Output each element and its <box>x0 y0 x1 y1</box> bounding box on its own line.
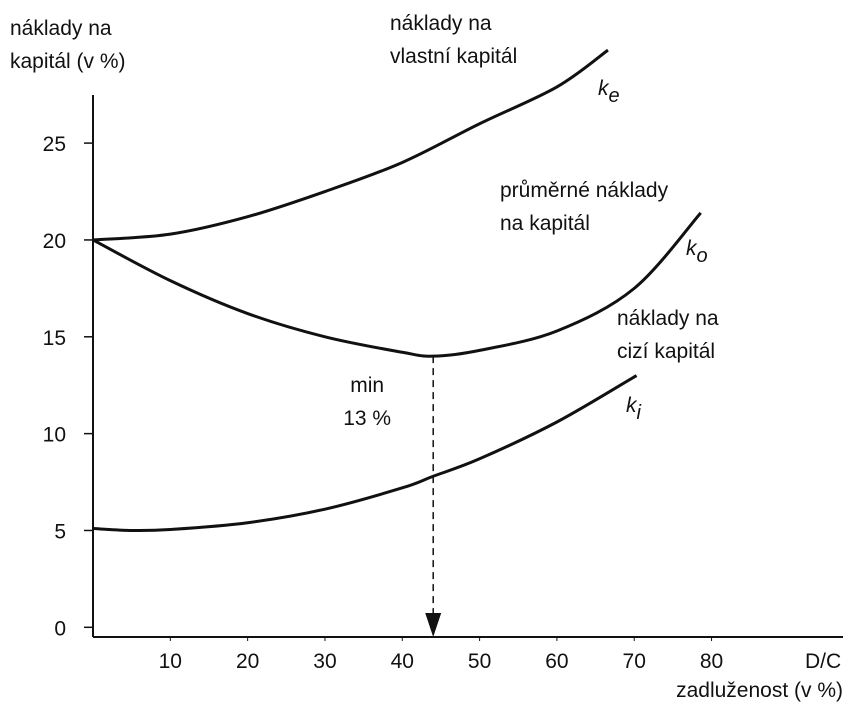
subscript: i <box>637 402 642 424</box>
curve <box>92 48 609 242</box>
subscript: e <box>609 85 620 107</box>
symbol: k <box>626 394 638 417</box>
series-symbol: ke <box>598 77 620 107</box>
symbol: k <box>686 237 698 260</box>
series-label: náklady na <box>617 307 719 330</box>
series-label: náklady na <box>390 12 492 35</box>
subscript: o <box>697 245 708 267</box>
y-tick-label: 5 <box>54 520 66 543</box>
arrow-head <box>425 613 442 637</box>
x-tick-label: 60 <box>545 650 568 673</box>
y-tick-label: 20 <box>43 230 66 253</box>
x-axis-label: zadluženost (v %) <box>676 679 843 702</box>
series-symbol: ko <box>686 237 708 267</box>
min-label: min <box>350 374 384 397</box>
x-tick-label: 10 <box>159 650 182 673</box>
x-tick-label: 70 <box>623 650 646 673</box>
series-label: průměrné náklady <box>500 179 669 202</box>
series-label: cizí kapitál <box>617 340 715 363</box>
series-symbol: ki <box>626 394 642 424</box>
series-label: vlastní kapitál <box>390 45 517 68</box>
y-axis-label: kapitál (v %) <box>10 50 126 73</box>
x-axis-unit: D/C <box>805 650 841 673</box>
x-tick-label: 50 <box>468 650 491 673</box>
curve <box>92 211 702 358</box>
symbol: k <box>598 77 610 100</box>
x-tick-label: 30 <box>313 650 336 673</box>
x-tick-label: 80 <box>700 650 723 673</box>
y-tick-label: 10 <box>43 424 66 447</box>
series-label: na kapitál <box>500 212 590 235</box>
y-tick-label: 25 <box>43 133 66 156</box>
min-label: 13 % <box>343 407 391 430</box>
y-axis-label: náklady na <box>10 17 112 40</box>
x-tick-label: 20 <box>236 650 259 673</box>
x-tick-label: 40 <box>391 650 414 673</box>
y-tick-label: 15 <box>43 327 66 350</box>
curve <box>92 374 638 533</box>
y-tick-label: 0 <box>54 617 66 640</box>
